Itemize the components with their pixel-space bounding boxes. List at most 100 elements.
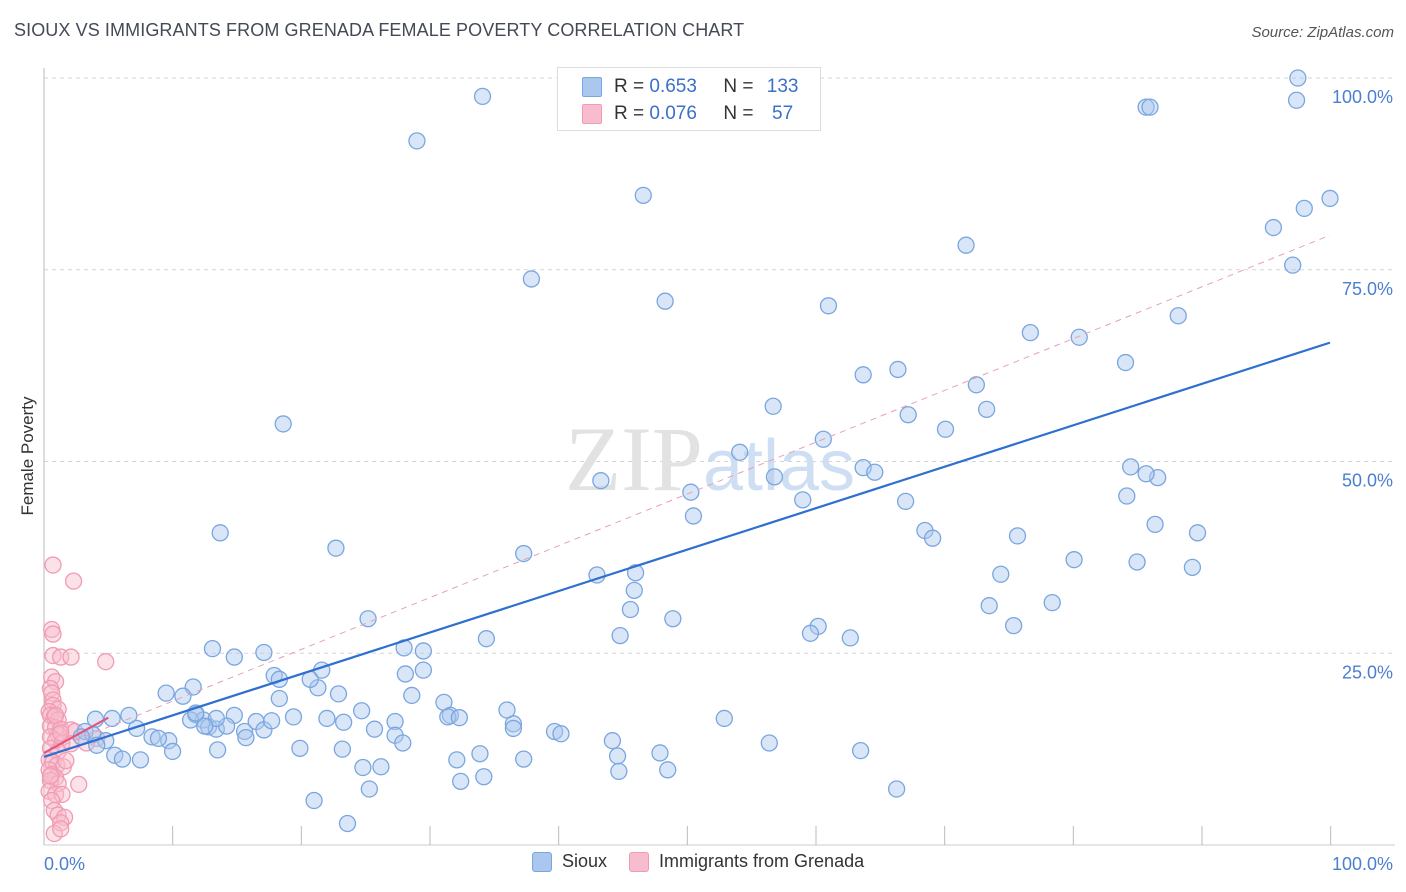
n-value: 133	[766, 76, 799, 97]
grenada-point	[52, 820, 70, 838]
legend-swatch-grenada	[629, 851, 650, 872]
sioux-point	[634, 186, 652, 205]
sioux-point	[365, 720, 384, 738]
sioux-point	[1188, 524, 1207, 542]
sioux-point	[372, 758, 390, 776]
sioux-point	[522, 270, 541, 288]
sioux-point	[664, 610, 682, 628]
sioux-point	[1137, 465, 1155, 483]
sioux-point	[515, 750, 533, 768]
sioux-point	[980, 597, 998, 615]
trend-lines	[43, 234, 1331, 758]
sioux-point	[448, 751, 466, 769]
sioux-point	[656, 292, 674, 310]
r-label: R =	[614, 103, 650, 124]
sioux-point	[386, 712, 404, 731]
sioux-point	[352, 702, 371, 720]
grenada-point	[97, 653, 115, 671]
sioux-point	[1065, 551, 1083, 569]
sioux-point	[471, 745, 489, 763]
grenada-points	[40, 556, 115, 843]
sioux-point	[841, 629, 859, 647]
sioux-point	[1289, 69, 1307, 87]
sioux-point	[608, 747, 627, 765]
sioux-point	[113, 750, 132, 768]
sioux-point	[889, 360, 907, 379]
grenada-point	[43, 684, 61, 702]
sioux-point	[1118, 487, 1136, 505]
sioux-point	[203, 639, 222, 658]
n-value: 57	[766, 103, 794, 124]
sioux-point	[394, 734, 412, 752]
sioux-point	[396, 665, 415, 683]
r-value: 0.076	[649, 103, 697, 124]
sioux-point	[160, 732, 178, 750]
sioux-point	[1021, 323, 1040, 342]
sioux-point	[715, 709, 733, 728]
grenada-trend-extension	[43, 234, 1331, 754]
sioux-point	[452, 772, 470, 790]
sioux-point	[887, 780, 906, 798]
sioux-point	[1004, 616, 1023, 635]
sioux-point	[1128, 553, 1146, 571]
legend-swatch-grenada	[582, 104, 602, 124]
sioux-point	[1070, 328, 1088, 346]
chart-title: SIOUX VS IMMIGRANTS FROM GRENADA FEMALE …	[14, 20, 745, 40]
sioux-point	[610, 762, 628, 781]
sioux-point	[515, 544, 533, 563]
grenada-point	[44, 625, 62, 643]
sioux-point	[977, 400, 996, 418]
chart-source: Source: ZipAtlas.com	[1251, 24, 1394, 41]
grenada-point	[46, 706, 65, 725]
sioux-point	[1284, 256, 1302, 274]
n-label: N =	[723, 103, 759, 124]
sioux-point	[262, 712, 281, 730]
sioux-point	[801, 624, 820, 642]
y-tick-label: 100.0%	[1332, 87, 1393, 107]
stats-row-sioux: R = 0.653 N = 133	[582, 75, 798, 99]
sioux-point	[291, 739, 309, 758]
grenada-point	[64, 572, 83, 590]
sioux-trend-line	[43, 341, 1331, 758]
sioux-point	[274, 415, 292, 433]
legend-swatch-sioux	[532, 851, 552, 872]
sioux-point	[899, 406, 917, 424]
grenada-point	[44, 556, 62, 574]
grenada-point	[57, 751, 75, 770]
y-tick-label: 50.0%	[1342, 471, 1393, 491]
sioux-point	[957, 236, 975, 254]
sioux-point	[504, 719, 523, 738]
sioux-point	[592, 472, 610, 490]
sioux-point	[270, 689, 288, 708]
sioux-point	[360, 780, 379, 798]
sioux-point	[329, 685, 348, 703]
grenada-point	[52, 724, 70, 742]
x-tick-label-max: 100.0%	[1332, 854, 1393, 874]
x-tick-labels: 0.0% 100.0%	[44, 854, 1393, 874]
grenada-point	[41, 767, 60, 785]
sioux-point	[1043, 593, 1061, 612]
sioux-point	[684, 507, 703, 525]
legend-item-grenada: Immigrants from Grenada	[629, 851, 864, 872]
sioux-point	[819, 297, 838, 315]
axes	[43, 68, 1395, 846]
grenada-point	[70, 775, 88, 794]
sioux-point	[408, 132, 426, 150]
sioux-point	[318, 709, 336, 728]
sioux-point	[450, 709, 469, 727]
sioux-point	[1116, 353, 1135, 372]
sioux-point	[765, 468, 784, 486]
sioux-point	[498, 701, 516, 719]
watermark: ZIPatlas	[565, 408, 855, 510]
sioux-point	[235, 722, 254, 741]
r-label: R =	[614, 76, 650, 97]
legend-swatch-sioux	[582, 77, 602, 97]
stats-row-grenada: R = 0.076 N = 57	[582, 102, 793, 126]
r-value: 0.653	[649, 76, 697, 97]
sioux-point	[120, 706, 138, 725]
grenada-point	[62, 648, 80, 666]
sioux-point	[225, 648, 243, 666]
sioux-point	[854, 366, 872, 384]
sioux-point	[651, 744, 669, 762]
sioux-point	[1264, 218, 1283, 237]
